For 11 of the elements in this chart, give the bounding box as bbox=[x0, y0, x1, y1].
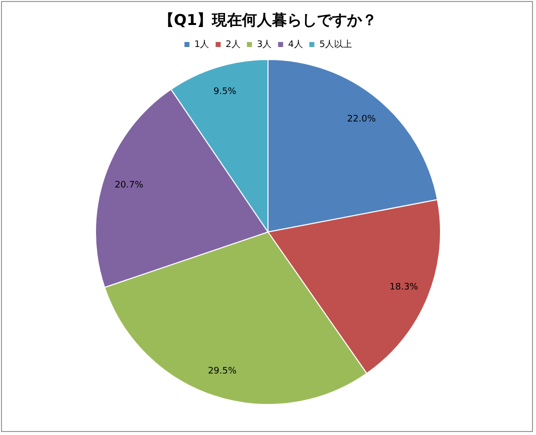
legend-label: 2人 bbox=[226, 38, 240, 50]
legend-label: 4人 bbox=[288, 38, 303, 50]
data-label: 9.5% bbox=[213, 87, 237, 98]
data-label: 20.7% bbox=[114, 180, 144, 191]
legend-label: 3人 bbox=[256, 38, 272, 50]
data-label: 18.3% bbox=[390, 282, 419, 293]
legend-label: 5人以上 bbox=[319, 38, 352, 50]
data-label: 22.0% bbox=[347, 114, 376, 124]
chart-title: 【Q1】現在何人暮らしですか？ bbox=[158, 10, 378, 29]
data-label: 29.5% bbox=[208, 366, 237, 377]
legend-label: 1人 bbox=[194, 38, 210, 50]
